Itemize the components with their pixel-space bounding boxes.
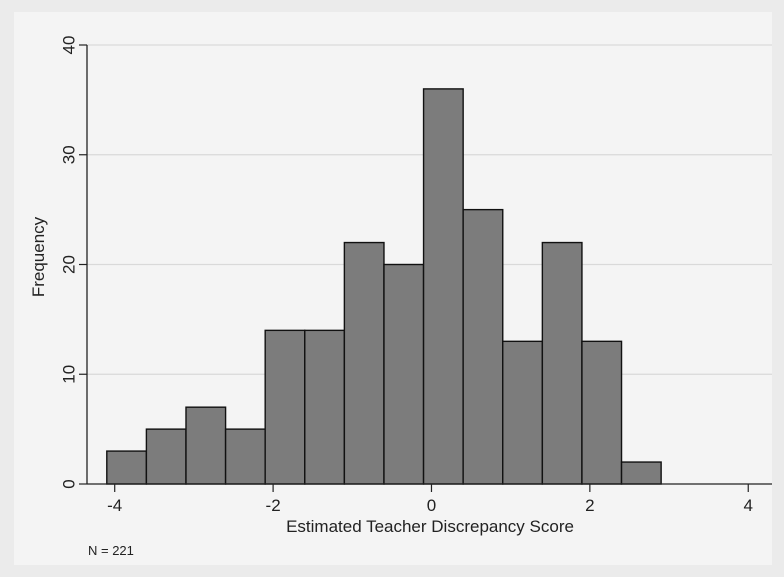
histogram-bar	[224, 428, 266, 485]
histogram-bar	[502, 340, 544, 485]
axes	[79, 44, 772, 492]
bars	[106, 88, 662, 485]
x-tick-label: 0	[427, 496, 436, 515]
x-tick-label: -4	[107, 496, 122, 515]
x-tick-label: 2	[585, 496, 594, 515]
histogram-bar	[422, 88, 464, 485]
histogram-bar	[304, 329, 346, 485]
histogram-bar	[185, 406, 227, 485]
histogram-bar	[383, 263, 425, 485]
y-tick-label: 20	[59, 255, 78, 274]
histogram-bar	[620, 461, 662, 485]
histogram-bar	[541, 241, 583, 485]
axis-labels: 0 10 20 30 40 -4 -2 0 2 4	[59, 36, 752, 515]
histogram-bar	[106, 450, 148, 485]
histogram-bar	[145, 428, 187, 485]
y-tick-label: 0	[59, 479, 78, 488]
histogram-bar	[581, 340, 623, 485]
histogram-bar	[462, 208, 504, 485]
sample-size-note: N = 221	[88, 543, 134, 558]
y-tick-label: 30	[59, 145, 78, 164]
y-tick-label: 10	[59, 365, 78, 384]
histogram-bar	[264, 329, 306, 485]
y-axis-title: Frequency	[29, 216, 48, 297]
y-tick-label: 40	[59, 36, 78, 55]
x-tick-label: -2	[266, 496, 281, 515]
x-tick-label: 4	[744, 496, 753, 515]
x-axis-title: Estimated Teacher Discrepancy Score	[286, 517, 574, 536]
histogram-bar	[343, 241, 385, 485]
